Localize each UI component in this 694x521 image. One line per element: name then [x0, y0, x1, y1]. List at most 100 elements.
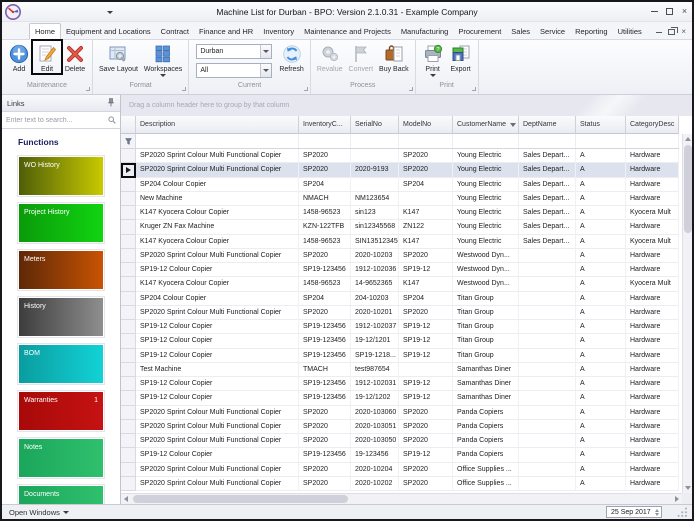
filter-cell-modelno[interactable] — [399, 134, 453, 148]
print-button[interactable]: ? Print — [419, 41, 447, 77]
grid-cell[interactable] — [519, 391, 576, 406]
grid-cell[interactable]: A — [576, 291, 626, 306]
grid-cell[interactable]: New Machine — [136, 191, 299, 206]
branch-combo[interactable]: Durban — [196, 44, 273, 59]
mdi-restore-button[interactable] — [668, 27, 679, 35]
grid-row[interactable]: SP2020 Sprint Colour Multi Functional Co… — [121, 305, 679, 320]
grid-cell[interactable]: K147 Kyocera Colour Copier — [136, 277, 299, 292]
grid-row[interactable]: K147 Kyocera Colour Copier 1458-96523 SIN1… — [121, 234, 679, 249]
refresh-button[interactable]: Refresh — [276, 41, 307, 73]
grid-cell[interactable]: A — [576, 391, 626, 406]
grid-cell[interactable]: SP19-12 Colour Copier — [136, 334, 299, 349]
grid-cell[interactable] — [519, 348, 576, 363]
tab-manufacturing[interactable]: Manufacturing — [400, 27, 449, 36]
grid-cell[interactable] — [519, 334, 576, 349]
grid-cell[interactable]: 1458-96523 — [299, 234, 351, 249]
grid-row[interactable]: SP2020 Sprint Colour Multi Functional Co… — [121, 419, 679, 434]
grid-cell[interactable]: Hardware — [626, 305, 679, 320]
grid-cell[interactable] — [399, 362, 453, 377]
grid-row[interactable]: SP19-12 Colour Copier SP19-123456 19-12/12… — [121, 334, 679, 349]
group-launcher-icon[interactable] — [408, 87, 413, 91]
grid-cell[interactable] — [519, 419, 576, 434]
tab-home[interactable]: Home — [29, 23, 62, 40]
grid-cell[interactable]: A — [576, 234, 626, 249]
grid-cell[interactable]: SP19-123456 — [299, 377, 351, 392]
tab-finance-and-hr[interactable]: Finance and HR — [199, 27, 254, 36]
grid-row[interactable]: SP204 Colour Copier SP204 SP204 Young Elect… — [121, 177, 679, 192]
grid-cell[interactable]: Young Electric — [453, 206, 519, 221]
function-tile-bom[interactable]: BOM — [18, 344, 104, 384]
grid-cell[interactable]: Hardware — [626, 191, 679, 206]
grid-cell[interactable]: SP19-12 Colour Copier — [136, 391, 299, 406]
grid-row[interactable]: SP19-12 Colour Copier SP19-123456 1912-102… — [121, 320, 679, 335]
grid-cell[interactable]: Hardware — [626, 377, 679, 392]
grid-cell[interactable]: sin12345568 — [351, 220, 399, 235]
filter-combo[interactable]: All — [196, 63, 273, 78]
column-header-serialno[interactable]: SerialNo — [351, 116, 399, 134]
tab-maintenance-and-projects[interactable]: Maintenance and Projects — [304, 27, 391, 36]
grid-cell[interactable]: Hardware — [626, 220, 679, 235]
grid-cell[interactable]: Hardware — [626, 291, 679, 306]
grid-cell[interactable]: A — [576, 448, 626, 463]
grid-cell[interactable]: K147 — [399, 277, 453, 292]
branch-combo-dropdown[interactable] — [260, 45, 272, 58]
grid-cell[interactable]: SP2020 — [299, 462, 351, 477]
grid-cell[interactable]: Sales Depart... — [519, 206, 576, 221]
grid-cell[interactable]: SP204 Colour Copier — [136, 177, 299, 192]
grid-row[interactable]: K147 Kyocera Colour Copier 1458-96523 14-9… — [121, 277, 679, 292]
grid-cell[interactable] — [519, 277, 576, 292]
grid-cell[interactable]: A — [576, 248, 626, 263]
tab-sales[interactable]: Sales — [511, 27, 531, 36]
grid-cell[interactable]: SP19-12 — [399, 348, 453, 363]
grid-cell[interactable] — [519, 320, 576, 335]
grid-cell[interactable]: Samanthas Diner — [453, 377, 519, 392]
grid-cell[interactable]: SP19-123456 — [299, 320, 351, 335]
minimize-button[interactable] — [647, 5, 662, 18]
grid-cell[interactable]: A — [576, 263, 626, 278]
grid-row[interactable]: SP19-12 Colour Copier SP19-123456 1912-102… — [121, 263, 679, 278]
grid-cell[interactable]: A — [576, 476, 626, 491]
grid-row[interactable]: SP204 Colour Copier SP204 204-10203 SP204 Ti… — [121, 291, 679, 306]
function-tile-history[interactable]: History — [18, 297, 104, 337]
function-tile-wo-history[interactable]: WO History — [18, 156, 104, 196]
tab-equipment-and-locations[interactable]: Equipment and Locations — [66, 27, 151, 36]
date-picker[interactable]: 25 Sep 2017 — [606, 506, 662, 518]
group-launcher-icon[interactable] — [86, 87, 90, 91]
grid-cell[interactable]: Hardware — [626, 334, 679, 349]
grid-cell[interactable]: SP19-12 — [399, 263, 453, 278]
quick-access-caret-icon[interactable] — [107, 10, 113, 14]
grid-cell[interactable]: SP19-123456 — [299, 334, 351, 349]
column-header-modelno[interactable]: ModelNo — [399, 116, 453, 134]
grid-cell[interactable]: SP2020 — [399, 149, 453, 164]
group-launcher-icon[interactable] — [182, 87, 187, 91]
function-tile-notes[interactable]: Notes — [18, 438, 104, 478]
grid-cell[interactable]: Sales Depart... — [519, 177, 576, 192]
grid-cell[interactable]: A — [576, 405, 626, 420]
grid-cell[interactable]: Sales Depart... — [519, 220, 576, 235]
tab-reporting[interactable]: Reporting — [575, 27, 608, 36]
grid-cell[interactable] — [519, 448, 576, 463]
grid-cell[interactable]: Hardware — [626, 348, 679, 363]
grid-cell[interactable]: SP2020 Sprint Colour Multi Functional Co… — [136, 405, 299, 420]
grid-cell[interactable]: SP2020 — [399, 462, 453, 477]
grid-cell[interactable]: 1912-102037 — [351, 320, 399, 335]
grid-cell[interactable]: SP19-12 Colour Copier — [136, 448, 299, 463]
grid-cell[interactable]: 19-12/1201 — [351, 334, 399, 349]
tab-contract[interactable]: Contract — [160, 27, 190, 36]
grid-cell[interactable]: 1912-102036 — [351, 263, 399, 278]
grid-cell[interactable]: SP204 — [399, 177, 453, 192]
function-tile-documents[interactable]: Documents — [18, 485, 104, 504]
grid-cell[interactable]: Westwood Dyn... — [453, 277, 519, 292]
grid-cell[interactable]: SP2020 — [399, 434, 453, 449]
grid-cell[interactable]: SP2020 — [299, 405, 351, 420]
grid-cell[interactable]: SP2020 — [399, 476, 453, 491]
scroll-up-button[interactable] — [683, 134, 693, 144]
tab-utilities[interactable]: Utilities — [617, 27, 642, 36]
grid-row[interactable]: SP19-12 Colour Copier SP19-123456 19-12/12… — [121, 391, 679, 406]
grid-row[interactable]: SP2020 Sprint Colour Multi Functional Co… — [121, 163, 679, 178]
tab-service[interactable]: Service — [540, 27, 566, 36]
grid-cell[interactable]: NMACH — [299, 191, 351, 206]
grid-cell[interactable] — [519, 248, 576, 263]
grid-cell[interactable]: A — [576, 149, 626, 164]
grid-cell[interactable]: NM123654 — [351, 191, 399, 206]
